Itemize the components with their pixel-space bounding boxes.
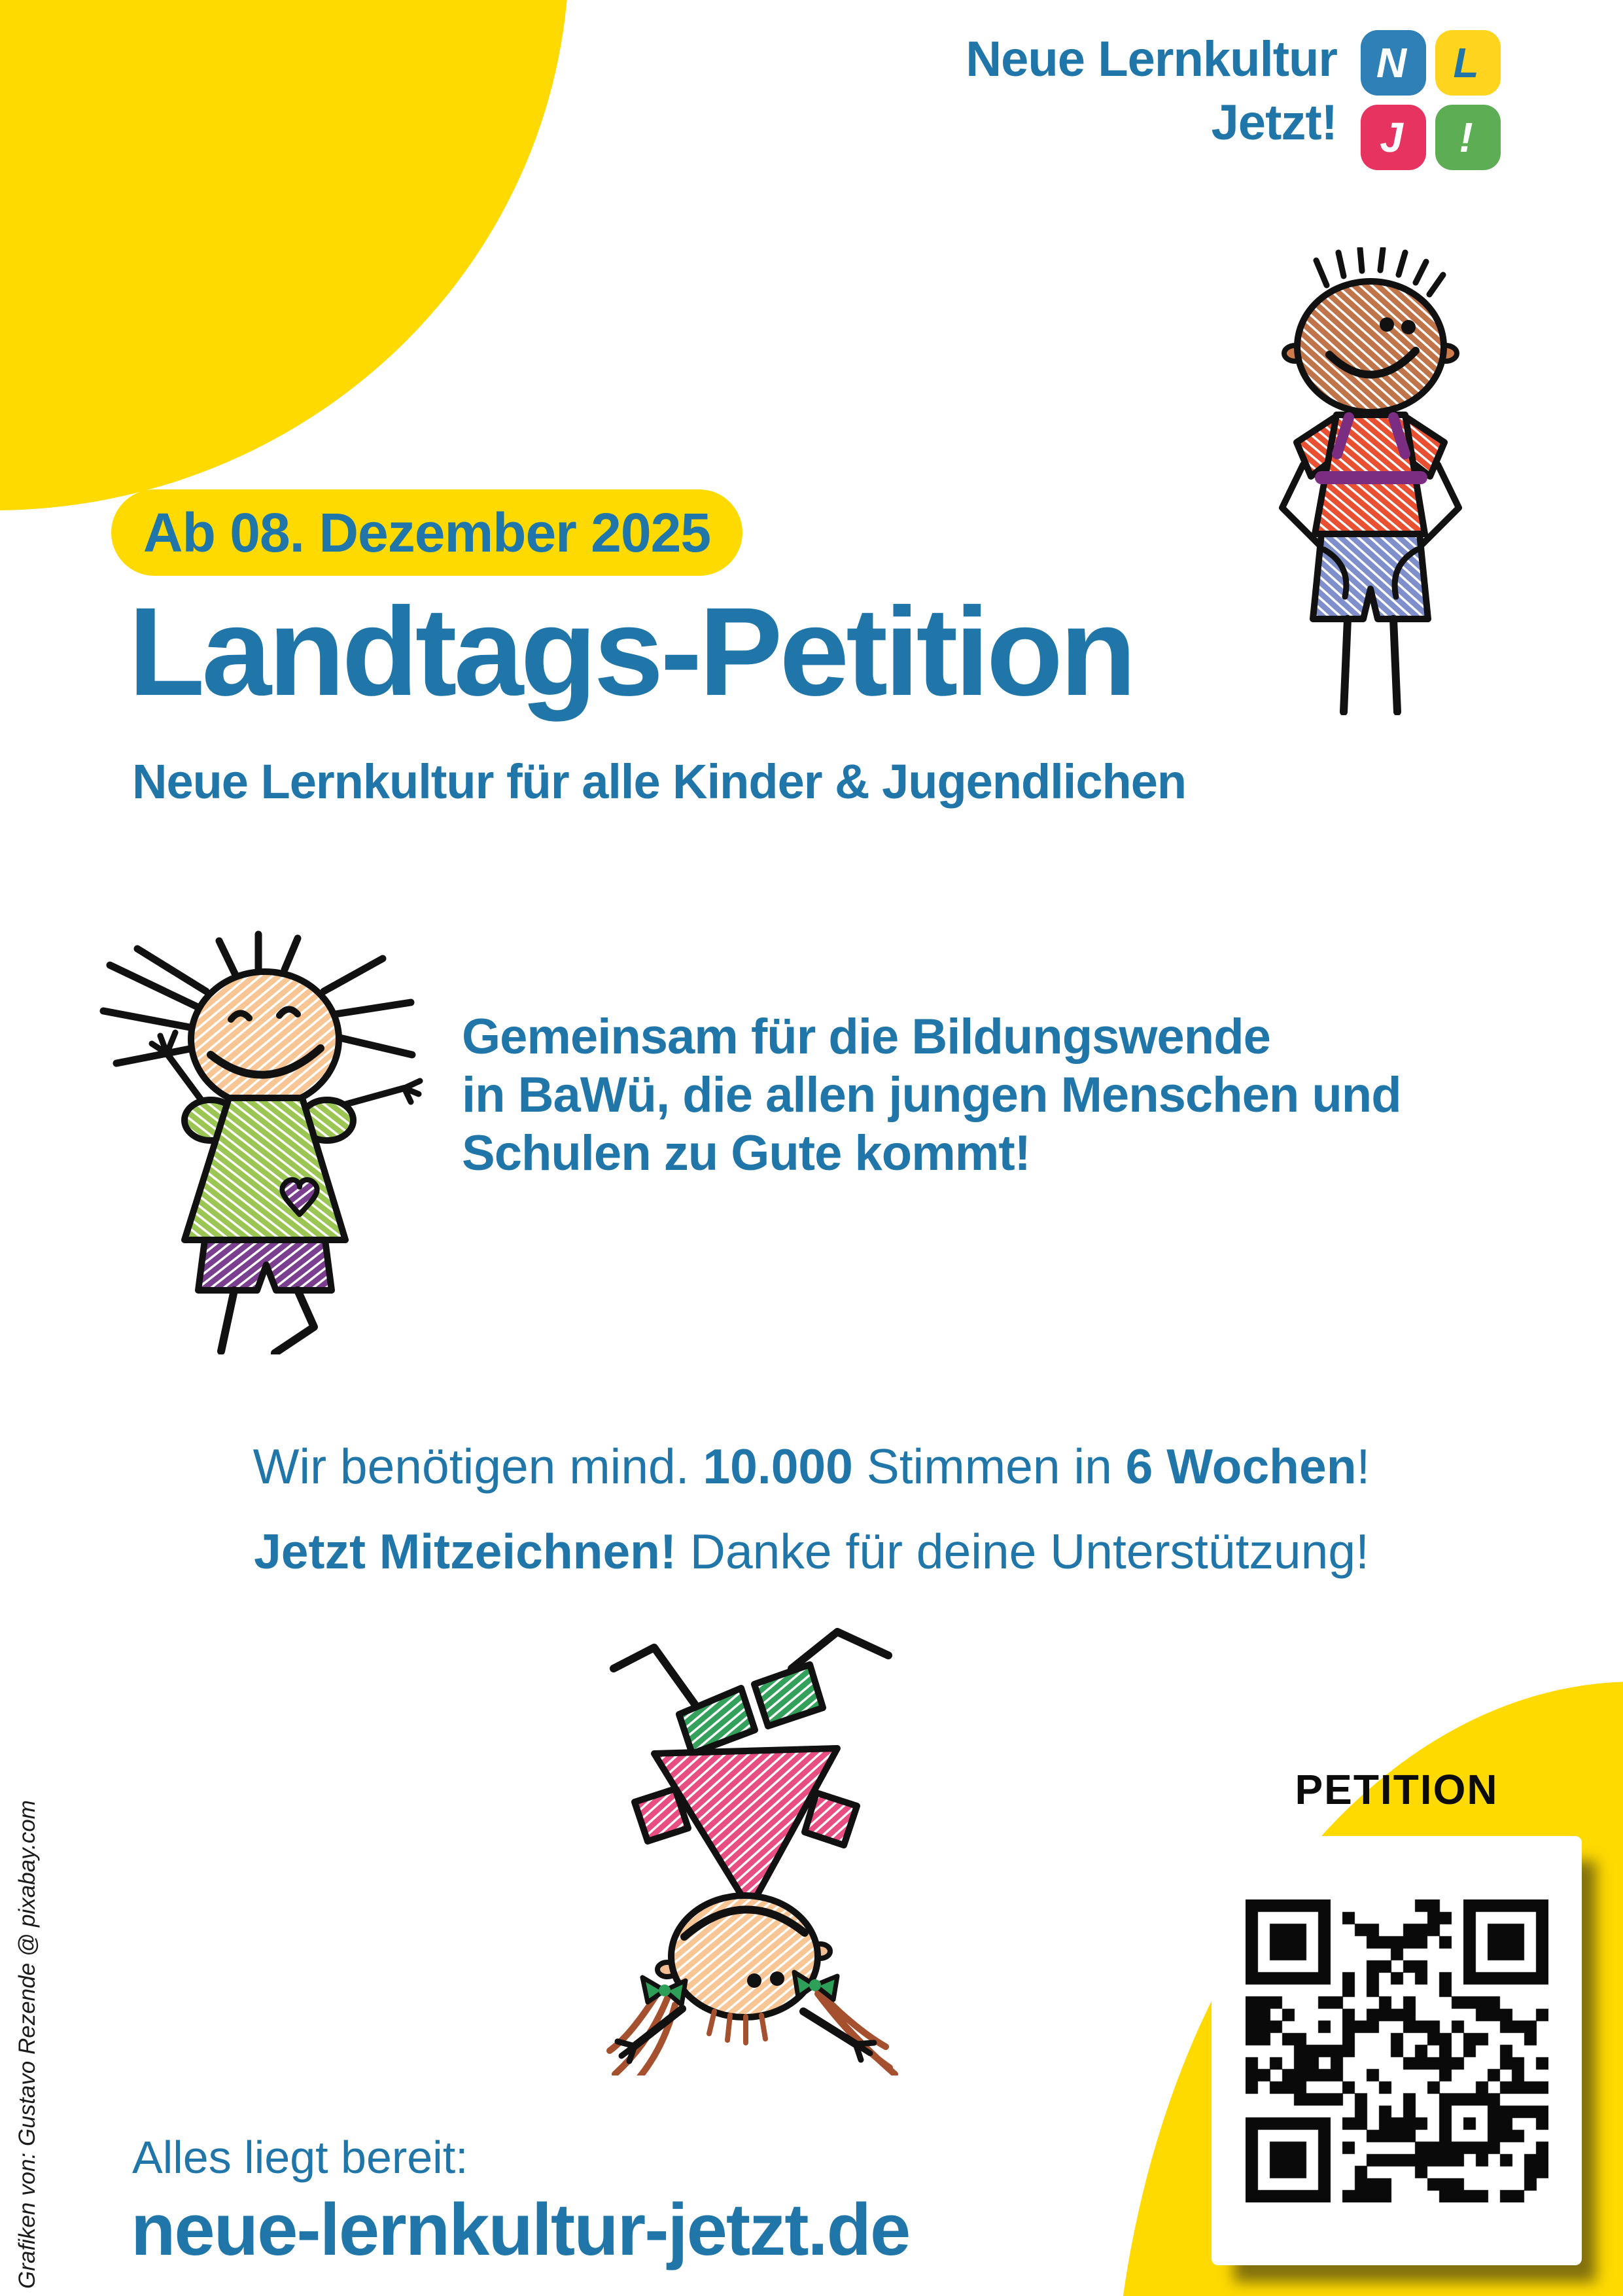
boy-illustration (1279, 247, 1462, 715)
logo-tile-n: N (1361, 30, 1426, 96)
logo-line1: Neue Lernkultur (966, 31, 1338, 87)
page-subtitle: Neue Lernkultur für alle Kinder & Jugend… (132, 754, 1187, 809)
stats-line-1: Wir benötigen mind. 10.000 Stimmen in 6 … (253, 1439, 1370, 1494)
girl-illustration (99, 930, 423, 1354)
page-title: Landtags-Petition (128, 581, 1136, 722)
qr-code (1245, 1899, 1548, 2202)
logo-tile-exclaim: ! (1435, 105, 1501, 170)
handstand-girl-illustration (606, 1628, 898, 2075)
logo-line2: Jetzt! (1211, 95, 1338, 150)
credit-vertical-text: Grafiken von: Gustavo Rezende @ pixabay.… (14, 1800, 40, 2289)
footer-lead: Alles liegt bereit: (132, 2132, 468, 2183)
logo-wordmark: Neue Lernkultur Jetzt! (966, 27, 1338, 154)
decor-yellow-circle-top-left (0, 0, 569, 510)
logo-tiles: N L J ! (1361, 30, 1501, 170)
stats-line-2: Jetzt Mitzeichnen! Danke für deine Unter… (254, 1524, 1369, 1579)
stats-block: Wir benötigen mind. 10.000 Stimmen in 6 … (0, 1437, 1623, 1581)
message-line: Gemeinsam für die Bildungswende (462, 1009, 1271, 1065)
date-badge: Ab 08. Dezember 2025 (111, 489, 742, 576)
message-line: Schulen zu Gute kommt! (462, 1125, 1031, 1181)
message-block: Gemeinsam für die Bildungswende in BaWü,… (462, 1008, 1402, 1182)
date-badge-text: Ab 08. Dezember 2025 (143, 501, 711, 563)
qr-card (1212, 1836, 1582, 2265)
message-line: in BaWü, die allen jungen Menschen und (462, 1067, 1402, 1123)
logo-tile-l: L (1435, 30, 1501, 96)
footer-url: neue-lernkultur-jetzt.de (131, 2189, 911, 2270)
logo-tile-j: J (1361, 105, 1426, 170)
petition-label: PETITION (1295, 1766, 1499, 1813)
